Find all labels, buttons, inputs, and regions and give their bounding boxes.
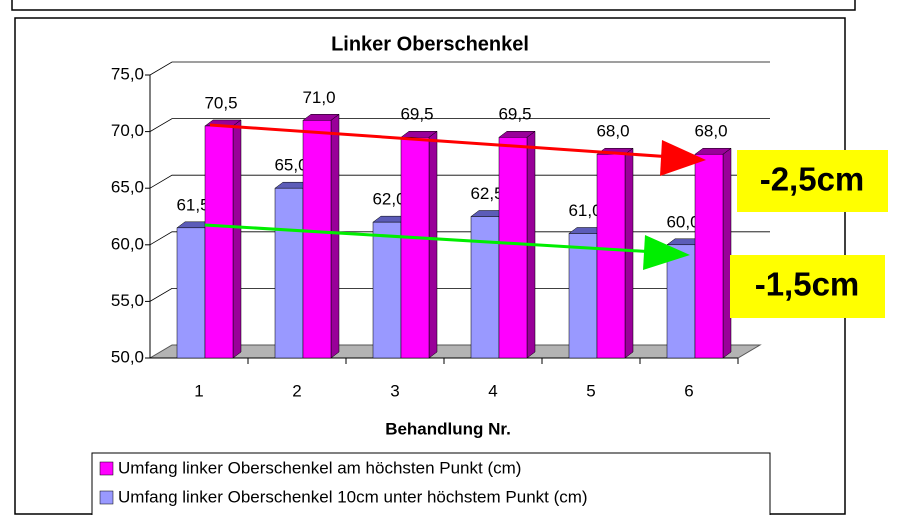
bar [372,221,402,359]
legend-swatch [99,461,114,476]
bar-side [722,147,732,359]
value-label: 61,5 [176,195,209,214]
y-tick-label: 70,0 [111,121,144,140]
bar-side [428,130,438,359]
top-frame [11,0,856,11]
bar [694,153,724,359]
value-label: 70,5 [204,93,237,112]
bar [596,153,626,359]
x-tick-label: 1 [194,381,203,400]
x-tick-label: 4 [488,381,497,400]
bar [204,125,234,359]
legend-label: Umfang linker Oberschenkel 10cm unter hö… [118,487,588,506]
value-label: 60,0 [666,212,699,231]
value-label: 62,5 [470,184,503,203]
x-tick-label: 5 [586,381,595,400]
bar-side [232,119,242,359]
annotation: -1,5cm [755,266,860,303]
bar-side [330,113,340,359]
value-label: 65,0 [274,156,307,175]
y-tick-label: 50,0 [111,347,144,366]
value-label: 68,0 [694,122,727,141]
grid-line [149,118,770,132]
y-tick-label: 75,0 [111,64,144,83]
bar [470,216,500,359]
annotation: -2,5cm [760,161,865,198]
x-axis-label: Behandlung Nr. [385,419,511,438]
bar [666,244,696,359]
green-arrowhead [643,235,690,270]
legend [91,452,771,515]
x-tick-label: 2 [292,381,301,400]
bar [302,120,332,359]
value-label: 71,0 [302,88,335,107]
y-tick-label: 60,0 [111,234,144,253]
grid-line [149,231,770,246]
legend-label: Umfang linker Oberschenkel am höchsten P… [118,458,521,477]
red-arrow [209,123,673,159]
y-tick-label: 65,0 [111,178,144,197]
trend-arrows [204,123,706,270]
value-label: 68,0 [596,122,629,141]
bar [176,227,206,359]
bar [568,233,598,359]
y-tick-label: 55,0 [111,291,144,310]
annotation-box [737,150,888,212]
value-label: 62,0 [372,190,405,209]
plot-area: 50,0 55,0 60,0 65,0 70,0 75,0 1 61,5 70,5 2 65,0 71… [111,61,770,400]
bar [498,137,528,359]
x-tick-label: 6 [684,381,693,400]
bar [400,137,430,359]
value-label: 69,5 [400,105,433,124]
grid-line [149,174,770,189]
legend-swatch [99,490,114,505]
chart-title: Linker Oberschenkel [331,33,529,55]
legend-entries: Umfang linker Oberschenkel am höchsten P… [99,458,588,506]
annotation-box [730,255,885,318]
bar-side [624,147,634,359]
x-tick-label: 3 [390,381,399,400]
value-label: 61,0 [568,201,601,220]
green-arrow [204,223,656,254]
grid-line [149,61,770,76]
bar [274,187,304,359]
red-arrowhead [660,140,706,176]
value-label: 69,5 [498,105,531,124]
